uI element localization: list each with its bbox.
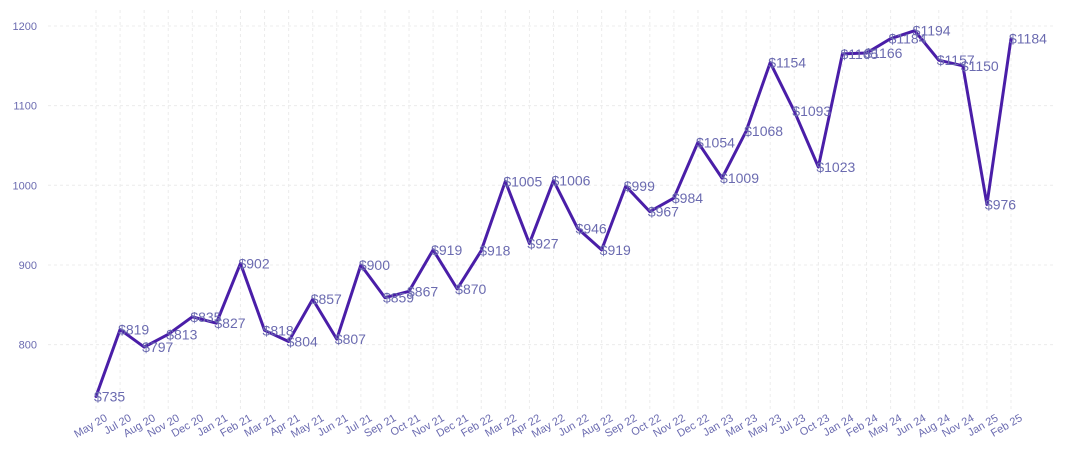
data-label: $902: [238, 255, 269, 271]
data-label: $735: [94, 388, 125, 404]
data-label: $1054: [696, 134, 735, 150]
data-label: $918: [479, 243, 510, 259]
data-label: $1166: [865, 45, 903, 61]
data-label: $1023: [816, 159, 855, 175]
data-label: $1165: [840, 46, 878, 62]
data-label: $867: [407, 283, 438, 299]
data-label: $819: [118, 322, 149, 338]
grid: [48, 10, 1056, 412]
data-label: $804: [287, 333, 318, 349]
data-label: $859: [383, 290, 414, 306]
data-label: $946: [576, 220, 607, 236]
data-label: $976: [985, 196, 1016, 212]
data-label: $1194: [913, 23, 951, 39]
data-label: $999: [624, 178, 655, 194]
data-label: $1154: [768, 55, 806, 71]
data-label: $927: [527, 235, 558, 251]
data-label: $1184: [889, 31, 927, 47]
data-label: $870: [455, 281, 486, 297]
data-label: $813: [166, 326, 197, 342]
data-label: $1005: [503, 173, 542, 189]
data-label: $1150: [961, 58, 999, 74]
data-label: $1006: [552, 173, 591, 189]
y-tick-label: 1200: [13, 21, 37, 33]
data-label: $919: [431, 242, 462, 258]
data-label: $797: [142, 339, 173, 355]
data-label: $919: [600, 242, 631, 258]
data-label: $1009: [720, 170, 759, 186]
y-tick-label: 1100: [13, 101, 37, 113]
data-label: $1068: [744, 123, 783, 139]
series-line: [94, 29, 1013, 398]
data-label: $857: [311, 291, 342, 307]
data-label: $967: [648, 204, 679, 220]
data-label: $1184: [1009, 31, 1047, 47]
data-labels: $735 $819$797$813$835$827 $902 $818$804 $857…: [94, 23, 1047, 405]
y-tick-label: 800: [19, 340, 37, 352]
data-label: $984: [672, 190, 703, 206]
data-label: $827: [214, 315, 245, 331]
data-label: $1093: [792, 103, 831, 119]
data-label: $818: [263, 322, 294, 338]
data-label: $807: [335, 331, 366, 347]
data-label: $835: [190, 309, 221, 325]
data-label: $1157: [937, 52, 975, 68]
y-tick-label: 900: [19, 260, 37, 272]
data-label: $900: [359, 257, 390, 273]
y-tick-label: 1000: [13, 180, 37, 192]
y-axis: 800 900 1000 1100 1200: [13, 21, 37, 352]
